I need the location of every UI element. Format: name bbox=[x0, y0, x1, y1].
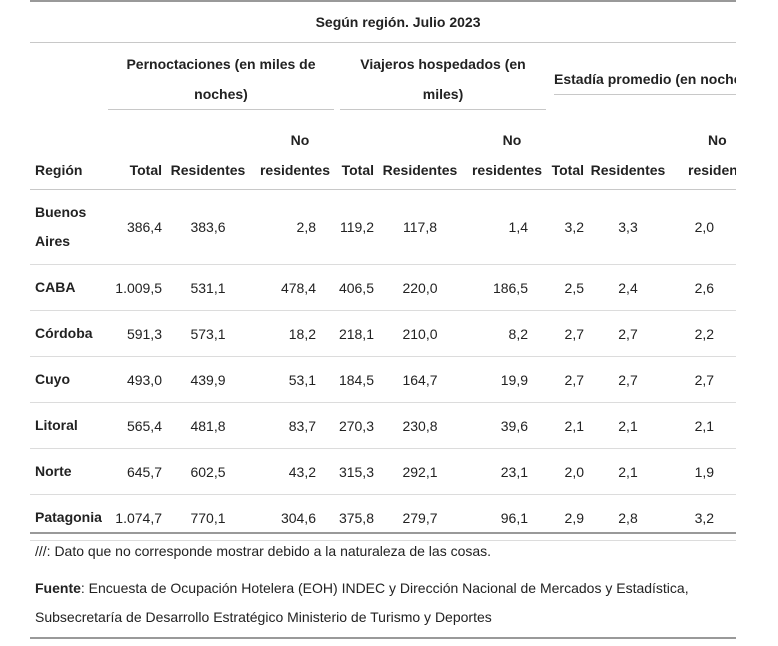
header-residents-3: Residentes bbox=[590, 162, 666, 178]
table-cell: 2,7 bbox=[668, 356, 736, 403]
table-cell: 220,0 bbox=[378, 264, 462, 311]
table-row: Norte 645,7 602,5 43,2 315,3 292,1 23,1 2,0 2,1 1… bbox=[30, 448, 736, 495]
data-table: Según región. Julio 2023 Pernoctaciones … bbox=[30, 0, 736, 541]
table-cell: 210,0 bbox=[378, 310, 462, 357]
table-cell: 481,8 bbox=[166, 402, 250, 449]
table-cell: 602,5 bbox=[166, 448, 250, 495]
table-cell: 2,7 bbox=[546, 310, 588, 357]
table-cell: 230,8 bbox=[378, 402, 462, 449]
table-cell: 83,7 bbox=[250, 402, 334, 449]
table-cell: 565,4 bbox=[108, 402, 166, 449]
table-cell: 184,5 bbox=[334, 356, 378, 403]
table-body: Buenos Aires 386,4 383,6 2,8 119,2 117,8 1,4 3,… bbox=[30, 189, 736, 541]
header-residents-1: Residentes bbox=[170, 162, 246, 178]
table-bottom-rule bbox=[30, 532, 736, 534]
table-cell: 2,6 bbox=[668, 264, 736, 311]
group-header-average-stay: Estadía promedio (en noches) bbox=[546, 43, 736, 116]
table-cell: 43,2 bbox=[250, 448, 334, 495]
table-cell: 164,7 bbox=[378, 356, 462, 403]
region-name: Litoral bbox=[30, 402, 108, 449]
header-residents-2: Residentes bbox=[382, 162, 458, 178]
header-total-1: Total bbox=[129, 162, 162, 178]
table-cell: 2,7 bbox=[588, 356, 668, 403]
table-cell: 3,2 bbox=[546, 189, 588, 265]
table-cell: 439,9 bbox=[166, 356, 250, 403]
region-name: Buenos Aires bbox=[30, 189, 108, 265]
table-cell: 2,0 bbox=[668, 189, 736, 265]
table-cell: 19,9 bbox=[462, 356, 546, 403]
table-cell: 270,3 bbox=[334, 402, 378, 449]
source-text-line-2: Subsecretaría de Desarrollo Estratégico … bbox=[35, 609, 492, 625]
table-cell: 2,2 bbox=[668, 310, 736, 357]
table-cell: 1.009,5 bbox=[108, 264, 166, 311]
table-cell: 2,1 bbox=[546, 402, 588, 449]
region-name: Norte bbox=[30, 448, 108, 495]
table-cell: 645,7 bbox=[108, 448, 166, 495]
table-cell: 591,3 bbox=[108, 310, 166, 357]
group-header-overnight-stays: Pernoctaciones (en miles de noches) bbox=[108, 43, 334, 116]
table-row: Litoral 565,4 481,8 83,7 270,3 230,8 39,6 2,1 2,… bbox=[30, 402, 736, 449]
table-row: Buenos Aires 386,4 383,6 2,8 119,2 117,8 1,4 3,… bbox=[30, 189, 736, 265]
table-cell: 2,4 bbox=[588, 264, 668, 311]
table-cell: 1,4 bbox=[462, 189, 546, 265]
source-note: Fuente: Encuesta de Ocupación Hotelera (… bbox=[35, 574, 689, 632]
source-text-line-1: : Encuesta de Ocupación Hotelera (EOH) I… bbox=[80, 580, 689, 596]
table-row: CABA 1.009,5 531,1 478,4 406,5 220,0 186,5 2,5 2… bbox=[30, 264, 736, 311]
header-total-3: Total bbox=[551, 162, 584, 178]
table-cell: 119,2 bbox=[334, 189, 378, 265]
table-cell: 18,2 bbox=[250, 310, 334, 357]
footnote: ///: Dato que no corresponde mostrar deb… bbox=[35, 543, 492, 559]
table-cell: 1,9 bbox=[668, 448, 736, 495]
table-cell: 2,1 bbox=[588, 402, 668, 449]
table-cell: 478,4 bbox=[250, 264, 334, 311]
table-cell: 383,6 bbox=[166, 189, 250, 265]
table-container: Según región. Julio 2023 Pernoctaciones … bbox=[30, 0, 736, 541]
region-name: Córdoba bbox=[30, 310, 108, 357]
table-cell: 2,7 bbox=[588, 310, 668, 357]
table-cell: 2,8 bbox=[250, 189, 334, 265]
table-cell: 386,4 bbox=[108, 189, 166, 265]
table-cell: 292,1 bbox=[378, 448, 462, 495]
table-cell: 8,2 bbox=[462, 310, 546, 357]
table-scroll-area[interactable]: Según región. Julio 2023 Pernoctaciones … bbox=[30, 0, 736, 541]
group-header-travelers: Viajeros hospedados (en miles) bbox=[334, 43, 546, 116]
table-cell: 2,7 bbox=[546, 356, 588, 403]
header-nonresidents-1: No residentes bbox=[259, 132, 330, 178]
table-cell: 3,3 bbox=[588, 189, 668, 265]
header-nonresidents-2: No residentes bbox=[471, 132, 542, 178]
table-row: Cuyo 493,0 439,9 53,1 184,5 164,7 19,9 2,7 2,7 2,… bbox=[30, 356, 736, 403]
table-cell: 406,5 bbox=[334, 264, 378, 311]
table-cell: 23,1 bbox=[462, 448, 546, 495]
table-cell: 218,1 bbox=[334, 310, 378, 357]
table-cell: 493,0 bbox=[108, 356, 166, 403]
region-name: CABA bbox=[30, 264, 108, 311]
table-cell: 2,0 bbox=[546, 448, 588, 495]
page-bottom-rule bbox=[30, 637, 736, 639]
table-cell: 2,5 bbox=[546, 264, 588, 311]
table-cell: 53,1 bbox=[250, 356, 334, 403]
table-cell: 186,5 bbox=[462, 264, 546, 311]
region-column-header: Región bbox=[35, 162, 83, 178]
table-cell: 315,3 bbox=[334, 448, 378, 495]
table-cell: 117,8 bbox=[378, 189, 462, 265]
table-cell: 531,1 bbox=[166, 264, 250, 311]
table-cell: 573,1 bbox=[166, 310, 250, 357]
header-total-2: Total bbox=[341, 162, 374, 178]
table-row: Córdoba 591,3 573,1 18,2 218,1 210,0 8,2 2,7 2,7… bbox=[30, 310, 736, 357]
table-cell: 2,1 bbox=[588, 448, 668, 495]
table-caption: Según región. Julio 2023 bbox=[30, 0, 736, 43]
table-cell: 39,6 bbox=[462, 402, 546, 449]
region-name: Cuyo bbox=[30, 356, 108, 403]
table-cell: 2,1 bbox=[668, 402, 736, 449]
source-label: Fuente bbox=[35, 580, 81, 596]
